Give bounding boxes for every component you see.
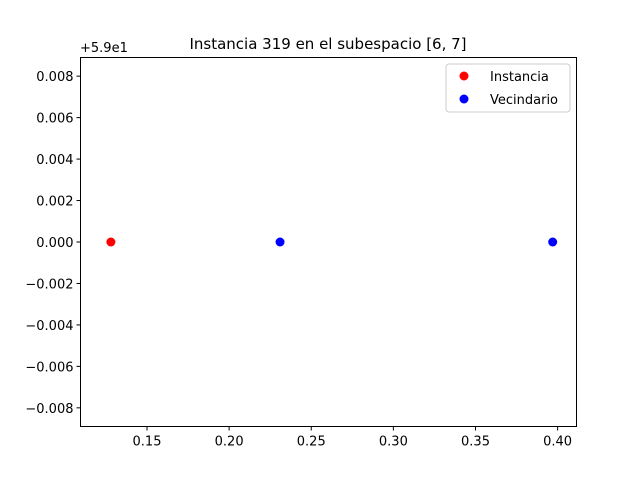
axes-frame: [80, 57, 577, 427]
data-points: [106, 237, 558, 247]
axis-ticks: 0.15 0.20 0.25 0.30 0.35 0.40 −0.008 −0.006 −0.0…: [25, 70, 572, 449]
x-tick-label: 0.20: [215, 435, 244, 450]
y-tick-label: −0.002: [25, 277, 73, 292]
y-tick-label: −0.004: [25, 319, 73, 334]
y-tick-label: 0.004: [36, 153, 73, 168]
y-axis-offset-label: +5.9e1: [80, 41, 128, 56]
legend-entries: Instancia Vecindario: [459, 70, 558, 108]
x-tick-label: 0.25: [297, 435, 326, 450]
y-tick-label: 0.002: [36, 195, 73, 210]
point-vecindario: [548, 237, 558, 247]
x-tick-label: 0.40: [543, 435, 572, 450]
legend-box: [445, 63, 571, 113]
legend-label-instancia: Instancia: [490, 70, 549, 85]
y-tick-label: 0.006: [36, 112, 73, 127]
legend-marker-instancia: [459, 71, 469, 81]
point-instancia: [106, 237, 116, 247]
legend-label-vecindario: Vecindario: [490, 93, 558, 108]
y-tick-label: −0.008: [25, 402, 73, 417]
x-tick-label: 0.15: [133, 435, 162, 450]
y-tick-label: 0.000: [36, 236, 73, 251]
point-vecindario: [275, 237, 285, 247]
y-tick-label: −0.006: [25, 360, 73, 375]
x-tick-label: 0.30: [379, 435, 408, 450]
y-tick-label: 0.008: [36, 70, 73, 85]
legend: Instancia Vecindario: [445, 63, 571, 113]
chart-title: Instancia 319 en el subespacio [6, 7]: [189, 35, 466, 53]
legend-marker-vecindario: [459, 94, 469, 104]
x-tick-label: 0.35: [461, 435, 490, 450]
